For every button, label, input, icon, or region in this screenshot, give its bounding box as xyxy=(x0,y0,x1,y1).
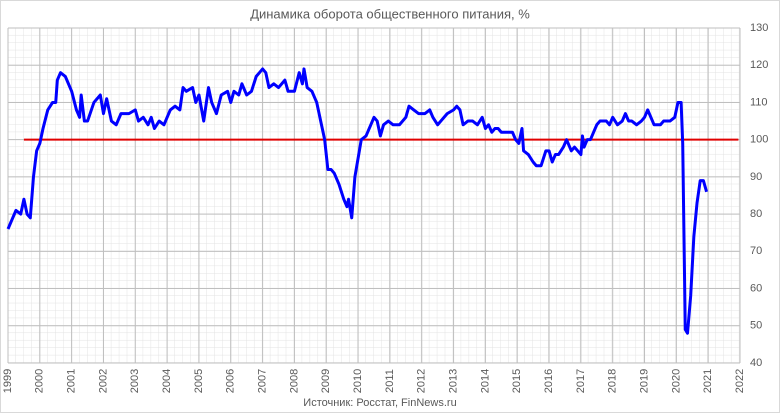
x-tick-label: 2011 xyxy=(384,369,396,393)
x-tick-label: 2005 xyxy=(193,369,205,393)
y-tick-label: 100 xyxy=(750,134,768,146)
x-tick-label: 2006 xyxy=(225,369,237,393)
x-tick-label: 2003 xyxy=(129,369,141,393)
line-series xyxy=(6,67,709,335)
x-tick-label: 2016 xyxy=(543,369,555,393)
y-tick-label: 130 xyxy=(750,22,768,34)
x-tick-label: 2022 xyxy=(734,369,746,393)
minor-grid xyxy=(8,28,740,363)
x-tick-label: 2018 xyxy=(607,369,619,393)
source: Источник: Росстат, FinNews.ru xyxy=(303,397,456,409)
y-tick-label: 80 xyxy=(750,208,762,220)
y-tick-label: 110 xyxy=(750,96,768,108)
y-tick-label: 50 xyxy=(750,320,762,332)
x-tick-label: 2002 xyxy=(97,369,109,393)
x-tick-label: 2009 xyxy=(320,369,332,393)
x-tick-label: 2017 xyxy=(575,369,587,393)
y-tick-label: 90 xyxy=(750,171,762,183)
x-tick-label: 2012 xyxy=(416,369,428,393)
x-tick-label: 2020 xyxy=(670,369,682,393)
y-tick-label: 120 xyxy=(750,59,768,71)
x-tick-label: 2000 xyxy=(34,369,46,393)
x-tick-label: 2007 xyxy=(257,369,269,393)
y-tick-label: 40 xyxy=(750,357,762,369)
x-tick-label: 2010 xyxy=(352,369,364,393)
chart-title: Динамика оборота общественного питания, … xyxy=(250,6,530,21)
x-tick-label: 1999 xyxy=(2,369,14,393)
x-tick-label: 2019 xyxy=(638,369,650,393)
x-tick-label: 2013 xyxy=(447,369,459,393)
x-tick-label: 2001 xyxy=(66,369,78,393)
x-tick-label: 2015 xyxy=(511,369,523,393)
x-tick-label: 2014 xyxy=(479,369,491,393)
x-tick-label: 2021 xyxy=(702,369,714,393)
x-tick-label: 2004 xyxy=(161,369,173,393)
x-tick-label: 2008 xyxy=(288,369,300,393)
y-tick-label: 60 xyxy=(750,282,762,294)
y-tick-label: 70 xyxy=(750,245,762,257)
